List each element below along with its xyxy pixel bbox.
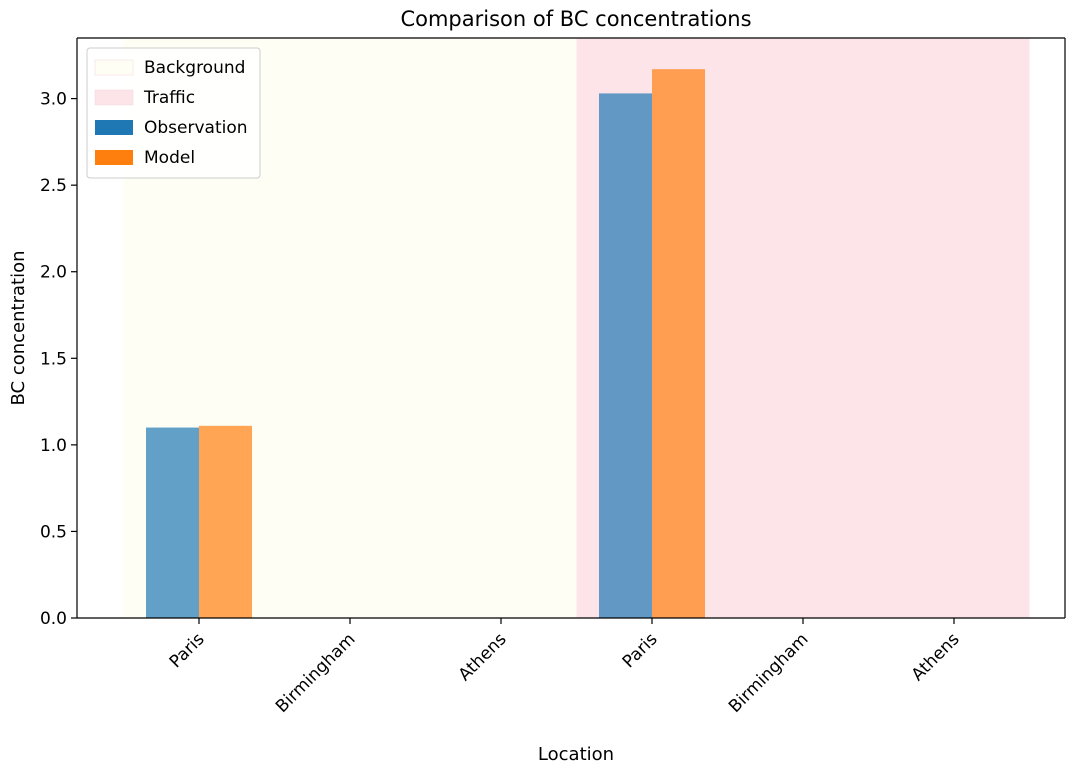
bar-model-0 [199, 425, 252, 618]
bar-observation-3 [599, 93, 652, 619]
legend-swatch-observation [95, 120, 133, 135]
legend-swatch-model [95, 150, 133, 165]
x-tick-label: Athens [908, 629, 964, 685]
legend-box [86, 47, 261, 179]
legend: Background Traffic Observation Model [86, 47, 261, 179]
x-tick-label: Paris [166, 629, 209, 672]
x-tick-label: Birmingham [272, 629, 359, 716]
x-tick-label: Paris [619, 629, 662, 672]
bar-model-3 [652, 69, 705, 618]
x-tick-label: Athens [455, 629, 511, 685]
y-tick-label: 2.5 [40, 176, 67, 196]
x-axis-title: Location [538, 744, 614, 765]
bar-observation-0 [146, 427, 199, 618]
y-tick-label: 0.0 [40, 609, 67, 629]
y-axis-title: BC concentration [8, 251, 29, 406]
axes [76, 37, 1066, 619]
y-tick-label: 1.0 [40, 436, 67, 456]
legend-label-traffic: Traffic [143, 88, 195, 108]
legend-label-observation: Observation [144, 118, 248, 138]
y-tick-label: 2.0 [40, 263, 67, 283]
x-tick-label: Birmingham [725, 629, 812, 716]
chart-title: Comparison of BC concentrations [400, 7, 751, 31]
y-tick-label: 3.0 [40, 90, 67, 110]
legend-swatch-traffic [94, 89, 134, 106]
y-tick-label: 1.5 [40, 349, 67, 369]
bars [146, 69, 705, 619]
y-tick-label: 0.5 [40, 522, 67, 542]
legend-label-model: Model [144, 148, 195, 168]
legend-swatch-background [94, 59, 134, 76]
legend-label-background: Background [144, 58, 245, 78]
